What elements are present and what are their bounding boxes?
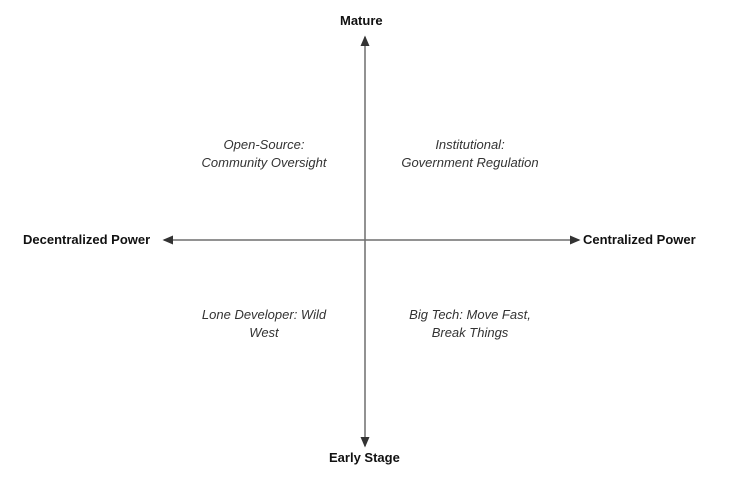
axis-label-left: Decentralized Power [23,232,151,247]
quadrant-text-line: West [249,325,279,340]
quadrant-text-line: Lone Developer: Wild [201,307,327,322]
axis-label-right: Centralized Power [583,232,696,247]
quadrant-top-left: Open-Source: Community Oversight [164,136,364,172]
quadrant-bottom-left: Lone Developer: Wild West [164,306,364,342]
quadrant-text-line: Government Regulation [401,155,539,170]
quadrant-top-right: Institutional: Government Regulation [370,136,570,172]
quadrant-text-line: Institutional: [435,137,505,152]
quadrant-text-line: Community Oversight [201,155,327,170]
quadrant-bottom-right: Big Tech: Move Fast, Break Things [370,306,570,342]
axis-label-bottom: Early Stage [329,450,400,465]
quadrant-text-line: Big Tech: Move Fast, [409,307,531,322]
quadrant-text-line: Break Things [431,325,509,340]
axis-label-top: Mature [340,13,383,28]
quadrant-text-line: Open-Source: [223,137,305,152]
